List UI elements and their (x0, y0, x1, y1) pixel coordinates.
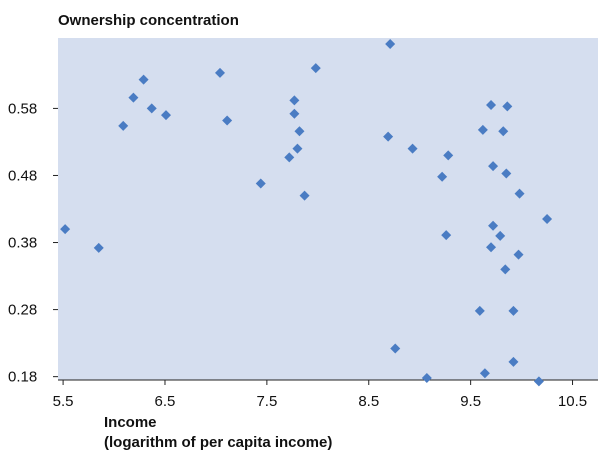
y-tick-label: 0.18 (8, 369, 37, 386)
data-point (385, 39, 396, 50)
data-point (495, 230, 506, 241)
data-point (502, 101, 513, 112)
y-tick-label: 0.38 (8, 235, 37, 252)
data-point (477, 124, 488, 135)
x-axis-title-line-1: Income (104, 414, 157, 431)
data-point (390, 343, 401, 354)
y-tick-label: 0.28 (8, 302, 37, 319)
data-point (514, 188, 525, 199)
data-point (138, 74, 149, 85)
data-point (215, 67, 225, 78)
data-point (486, 100, 497, 111)
data-point (118, 120, 129, 131)
data-point (407, 143, 418, 154)
data-point (383, 131, 394, 142)
data-point (255, 178, 266, 189)
data-point (513, 249, 524, 260)
data-point (479, 368, 490, 379)
data-point (284, 152, 295, 163)
data-point (421, 372, 432, 383)
plot-background (58, 38, 598, 380)
data-point (128, 92, 139, 103)
x-tick-label: 6.5 (155, 393, 176, 410)
data-point (508, 356, 519, 367)
x-axis-title: Income (logarithm of per capita income) (104, 413, 332, 453)
data-point (222, 115, 233, 126)
data-point (146, 103, 157, 114)
data-point (488, 220, 499, 231)
x-axis-title-line-2: (logarithm of per capita income) (104, 434, 333, 451)
x-tick-label: 8.5 (358, 393, 379, 410)
y-tick-label: 0.48 (8, 167, 37, 184)
data-point (488, 161, 499, 172)
data-point (501, 168, 512, 179)
data-point (299, 190, 310, 201)
data-point (443, 150, 454, 161)
data-point (474, 305, 485, 316)
chart-title: Ownership concentration (58, 12, 239, 29)
data-point (437, 171, 448, 182)
data-point (161, 110, 171, 121)
x-tick-label: 9.5 (460, 393, 481, 410)
data-point (93, 242, 104, 253)
data-point (498, 126, 509, 137)
data-point (500, 264, 511, 275)
data-point (533, 376, 544, 387)
data-point (60, 224, 71, 235)
data-point (289, 95, 300, 106)
data-point (294, 126, 305, 137)
data-point (310, 63, 321, 74)
x-tick-label: 10.5 (558, 393, 587, 410)
data-point (542, 214, 553, 225)
y-tick-label: 0.58 (8, 100, 37, 117)
data-point (508, 305, 519, 316)
x-tick-label: 7.5 (256, 393, 277, 410)
x-tick-label: 5.5 (53, 393, 74, 410)
data-point (289, 108, 300, 119)
data-point (441, 230, 452, 241)
data-point (292, 143, 303, 154)
data-point (486, 242, 497, 253)
